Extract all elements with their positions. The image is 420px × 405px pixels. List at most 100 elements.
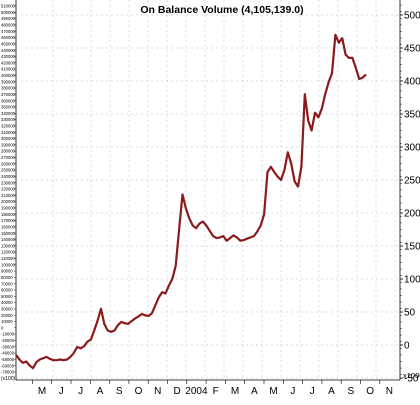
left-tick-label: 160000 xyxy=(1,224,16,229)
obv-series-line xyxy=(15,33,367,370)
left-tick-label: -30000 xyxy=(1,344,15,349)
left-tick-label: -70000 xyxy=(1,370,15,375)
right-tick-label: 400 xyxy=(404,77,420,88)
left-tick-label: 430000 xyxy=(1,54,16,59)
grid-layer xyxy=(15,0,401,381)
x-tick-label: A xyxy=(97,386,104,397)
left-tick-label: 170000 xyxy=(1,218,16,223)
left-tick-label: 500000 xyxy=(1,10,16,15)
left-tick-label: 280000 xyxy=(1,149,16,154)
x-tick-label: S xyxy=(347,386,354,397)
right-tick-label: 250 xyxy=(404,176,420,187)
right-tick-label: 0 xyxy=(404,341,410,352)
left-tick-label: 290000 xyxy=(1,142,16,147)
x-tick-label: M xyxy=(231,386,239,397)
left-tick-label: 180000 xyxy=(1,212,16,217)
left-tick-label: 390000 xyxy=(1,79,16,84)
x-tick-label: J xyxy=(310,386,315,397)
right-tick-label: 50 xyxy=(404,308,416,319)
left-tick-label: 360000 xyxy=(1,98,16,103)
right-tick-label: -50 xyxy=(404,374,419,385)
left-tick-label: 70000 xyxy=(1,281,13,286)
left-tick-label: 200000 xyxy=(1,199,16,204)
left-tick-label: 190000 xyxy=(1,206,16,211)
left-tick-label: 310000 xyxy=(1,130,16,135)
left-tick-label: 120000 xyxy=(1,250,16,255)
x-tick-label: J xyxy=(59,386,64,397)
left-tick-label: 470000 xyxy=(1,29,16,34)
x-tick-label: O xyxy=(366,386,374,397)
left-axis-units: (x100) xyxy=(1,376,16,382)
left-tick-label: 490000 xyxy=(1,16,16,21)
left-tick-label: 90000 xyxy=(1,269,13,274)
left-tick-label: 340000 xyxy=(1,111,16,116)
right-axis: -50 0 50 100 150 200 250 300 350 400 450 500 xyxy=(400,4,420,385)
left-tick-label: 350000 xyxy=(1,105,16,110)
left-tick-label: 100000 xyxy=(1,262,16,267)
left-tick-label: 210000 xyxy=(1,193,16,198)
left-tick-label: 410000 xyxy=(1,67,16,72)
left-tick-label: 270000 xyxy=(1,155,16,160)
left-tick-label: -20000 xyxy=(1,338,15,343)
left-tick-label: 50000 xyxy=(1,294,13,299)
left-tick-label: 220000 xyxy=(1,187,16,192)
left-tick-label: 480000 xyxy=(1,23,16,28)
left-tick-label: 370000 xyxy=(1,92,16,97)
left-tick-label: 140000 xyxy=(1,237,16,242)
left-tick-label: -10000 xyxy=(1,332,15,337)
x-tick-label: 2004 xyxy=(185,386,208,397)
x-tick-label: N xyxy=(154,386,161,397)
left-tick-label: 60000 xyxy=(1,288,13,293)
left-tick-label: 260000 xyxy=(1,161,16,166)
left-tick-label: 420000 xyxy=(1,60,16,65)
left-tick-label: 250000 xyxy=(1,168,16,173)
left-tick-label: 10000 xyxy=(1,319,13,324)
right-tick-label: 500 xyxy=(404,11,420,22)
x-axis: M J J A S O N D 2004 F M A M J J A S O N xyxy=(32,380,393,397)
x-tick-label: M xyxy=(38,386,46,397)
left-tick-label: 240000 xyxy=(1,174,16,179)
x-tick-label: N xyxy=(386,386,393,397)
series-layer xyxy=(15,33,367,370)
left-tick-label: 230000 xyxy=(1,180,16,185)
left-tick-label: 130000 xyxy=(1,243,16,248)
left-tick-label: 510000 xyxy=(1,4,16,9)
right-tick-label: 300 xyxy=(404,143,420,154)
left-tick-label: 80000 xyxy=(1,275,13,280)
x-tick-label: F xyxy=(213,386,219,397)
x-tick-label: O xyxy=(135,386,143,397)
x-tick-label: J xyxy=(78,386,83,397)
left-tick-label: 400000 xyxy=(1,73,16,78)
left-tick-label: -60000 xyxy=(1,363,15,368)
y-units-label: x1000 xyxy=(403,371,420,380)
left-tick-label: 150000 xyxy=(1,231,16,236)
right-tick-label: 350 xyxy=(404,110,420,121)
left-tick-label: 110000 xyxy=(1,256,15,261)
x-tick-label: S xyxy=(116,386,123,397)
left-tick-label: 450000 xyxy=(1,41,16,46)
left-tick-label: 330000 xyxy=(1,117,16,122)
left-tick-label: 320000 xyxy=(1,123,16,128)
left-tick-label: 0 xyxy=(1,325,4,330)
left-axis: 5100005000004900004800004700004600004500… xyxy=(1,4,16,375)
left-tick-label: 20000 xyxy=(1,313,13,318)
left-tick-label: 300000 xyxy=(1,136,16,141)
left-tick-label: 40000 xyxy=(1,300,13,305)
left-tick-label: -50000 xyxy=(1,357,15,362)
right-tick-label: 150 xyxy=(404,242,420,253)
left-tick-label: 380000 xyxy=(1,86,16,91)
left-tick-label: 440000 xyxy=(1,48,16,53)
right-tick-label: 200 xyxy=(404,209,420,220)
x-tick-label: M xyxy=(269,386,277,397)
left-tick-label: -40000 xyxy=(1,351,15,356)
right-tick-label: 100 xyxy=(404,275,420,286)
x-tick-label: D xyxy=(173,386,180,397)
x-tick-label: J xyxy=(290,386,295,397)
x-tick-label: A xyxy=(328,386,335,397)
right-tick-label: 450 xyxy=(404,44,420,55)
chart-title: On Balance Volume (4,105,139.0) xyxy=(140,4,303,16)
left-tick-label: 30000 xyxy=(1,306,13,311)
